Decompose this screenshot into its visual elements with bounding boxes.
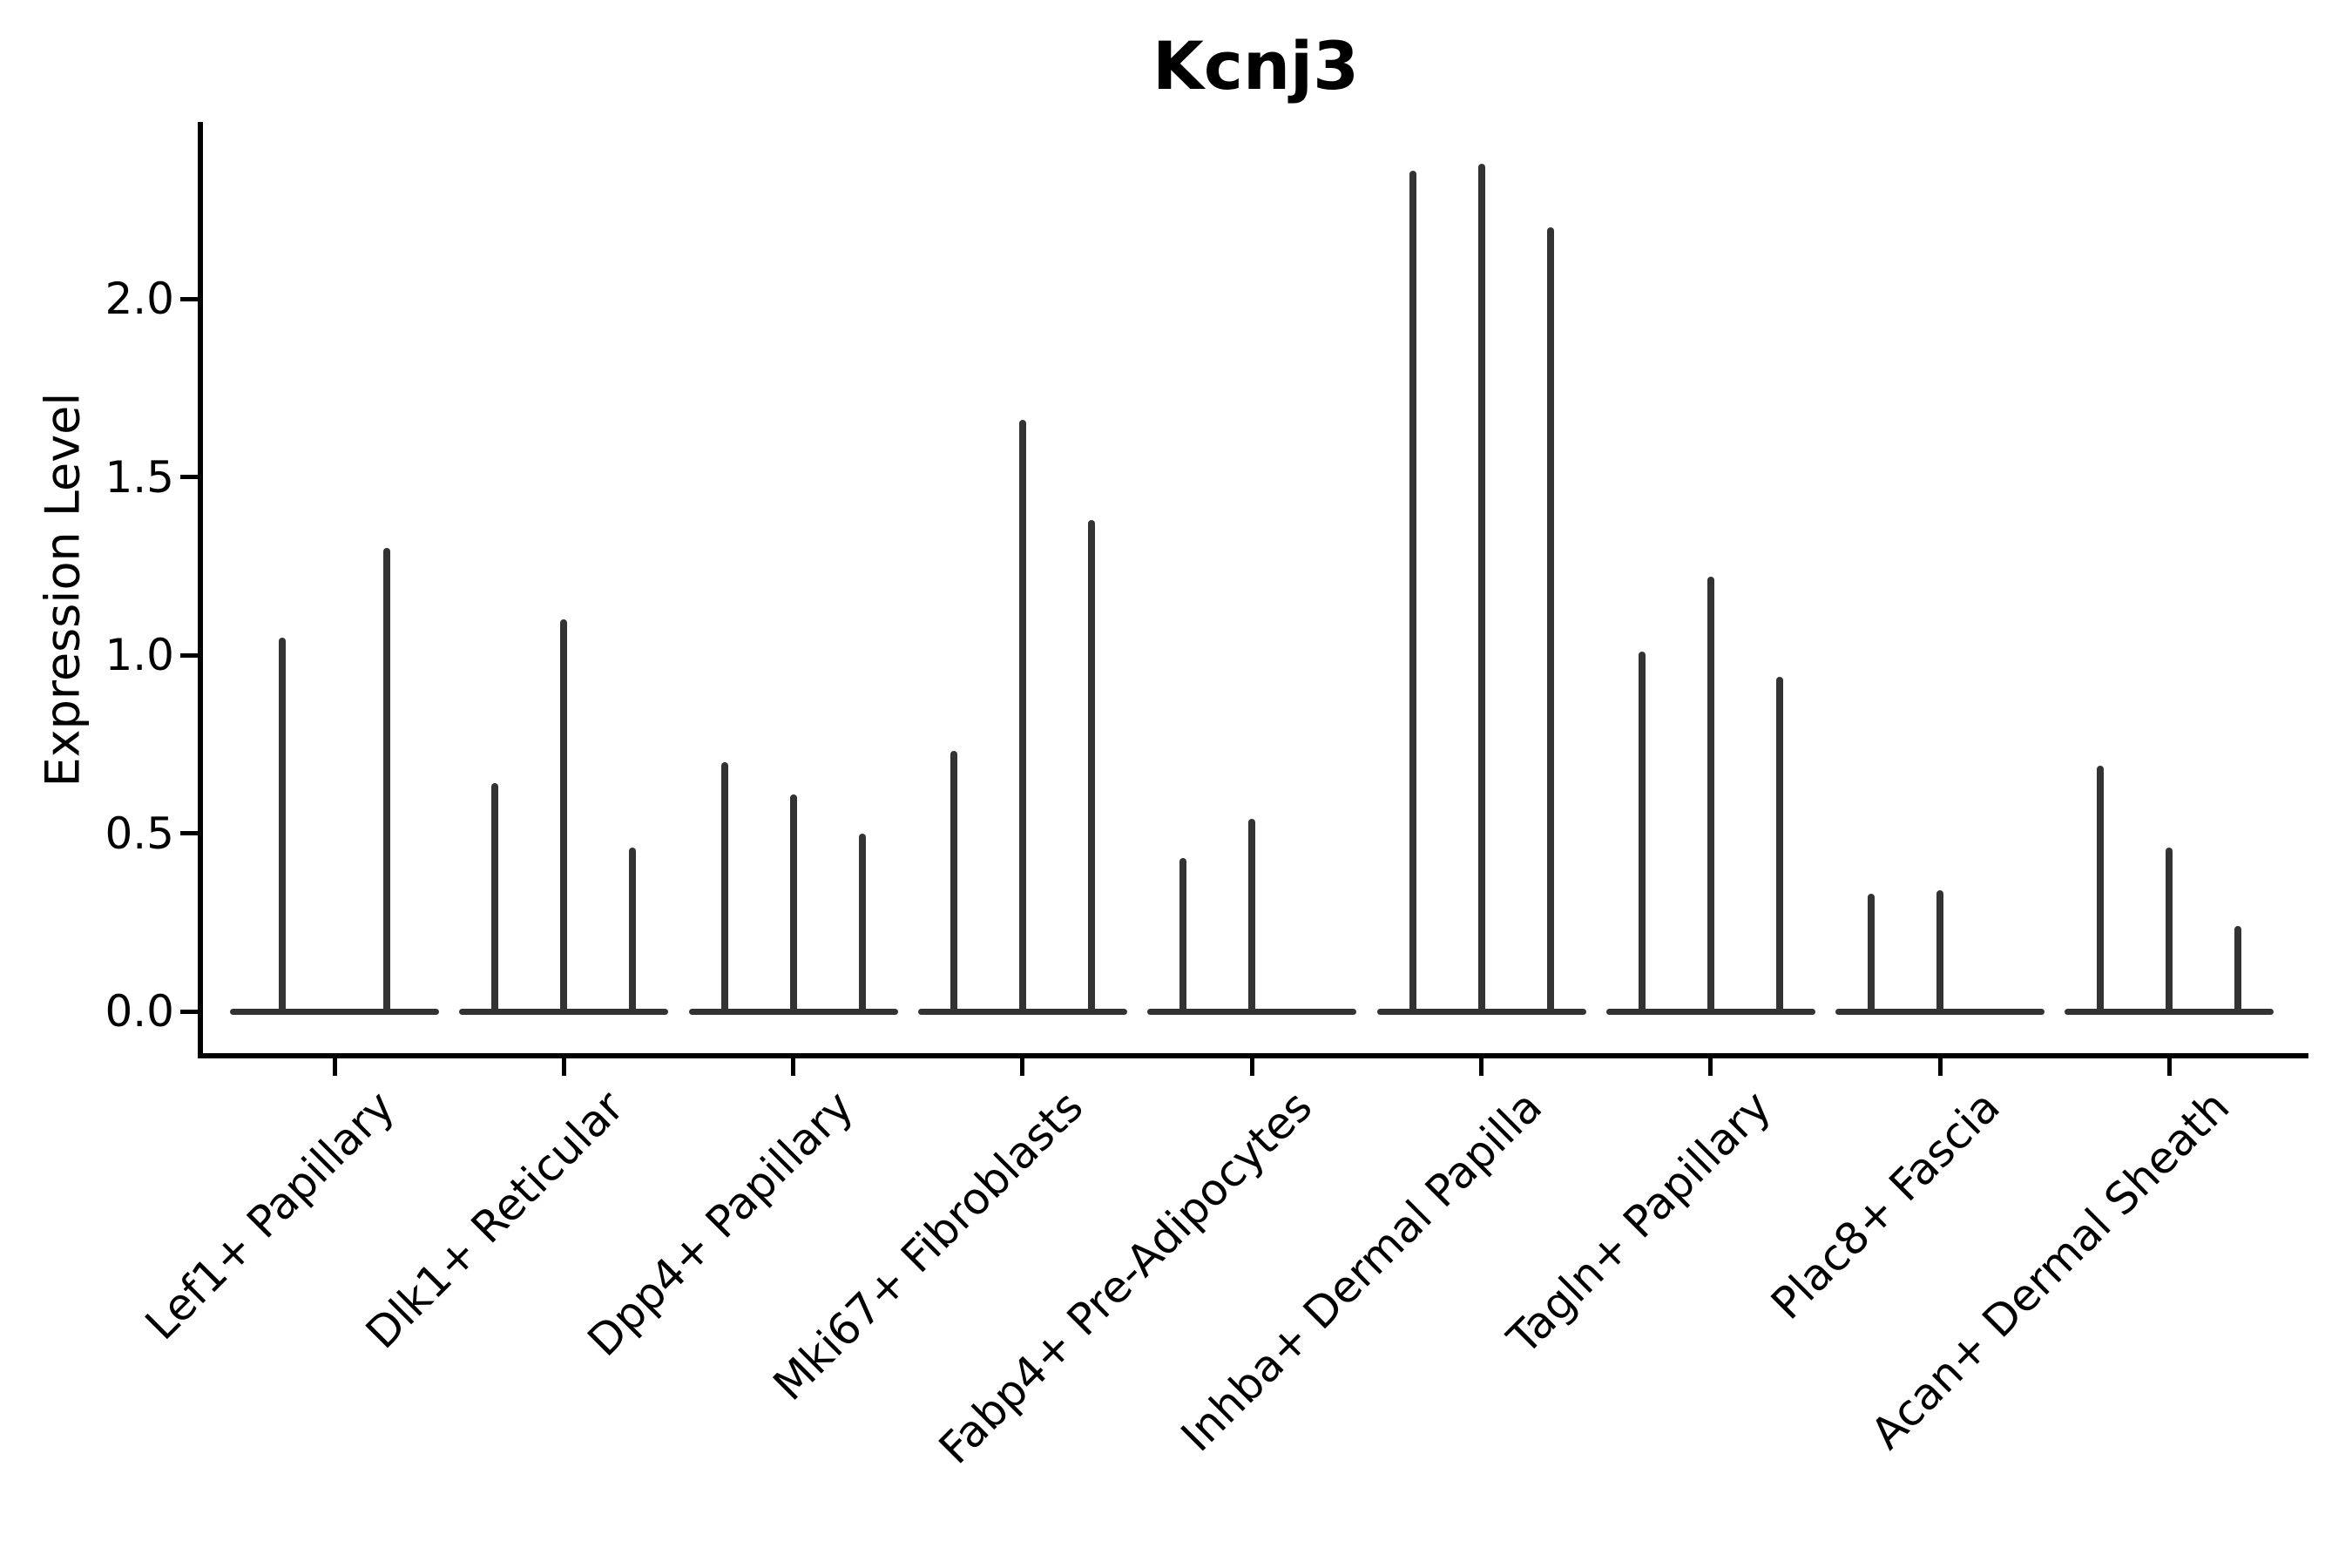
x-tick-label: Plac8+ Fascia	[1761, 1081, 2011, 1329]
violin-spike	[1707, 577, 1714, 1014]
violin-spike	[2234, 925, 2242, 1014]
x-tick-label: Dlk1+ Reticular	[356, 1081, 634, 1359]
violin-spike	[950, 751, 957, 1014]
plot-area	[198, 122, 2308, 1058]
x-tick-mark	[1937, 1058, 1943, 1076]
y-tick-label: 2.0	[105, 274, 174, 324]
violin-baseline	[230, 1008, 439, 1015]
violin-spike	[1477, 163, 1485, 1014]
y-axis-label: Expression Level	[35, 392, 91, 787]
violin-spike	[720, 761, 728, 1014]
violin-spike	[1936, 889, 1944, 1014]
violin-spike	[1018, 420, 1026, 1014]
violin-spike	[629, 847, 637, 1014]
y-tick-label: 0.5	[105, 808, 174, 859]
y-tick-label: 1.5	[105, 451, 174, 503]
violin-spike	[1775, 676, 1783, 1014]
y-tick-mark	[180, 1009, 198, 1014]
x-tick-mark	[1708, 1058, 1713, 1076]
x-tick-label: Lef1+ Papillary	[136, 1081, 405, 1350]
violin-spike	[1638, 651, 1646, 1014]
y-tick-label: 1.0	[105, 630, 174, 680]
y-tick-mark	[180, 652, 198, 658]
x-tick-mark	[1249, 1058, 1254, 1076]
violin-spike	[789, 794, 797, 1014]
violin-spike	[1546, 227, 1554, 1014]
x-tick-label: Fabp4+ Pre-Adipocytes	[929, 1081, 1322, 1474]
violin-spike	[1087, 519, 1095, 1014]
violin-spike	[279, 637, 286, 1014]
violin-spike	[2166, 847, 2173, 1014]
x-tick-mark	[1020, 1058, 1025, 1076]
y-tick-mark	[180, 296, 198, 301]
chart-title: Kcnj3	[1152, 27, 1359, 105]
y-tick-mark	[180, 831, 198, 835]
violin-spike	[858, 833, 866, 1014]
violin-spike	[1179, 858, 1187, 1014]
violin-spike	[1248, 819, 1256, 1014]
x-tick-mark	[1479, 1058, 1484, 1076]
violin-spike	[2097, 765, 2105, 1014]
violin-spike	[1409, 170, 1416, 1014]
y-tick-mark	[180, 475, 198, 479]
violin-spike	[1868, 894, 1876, 1014]
y-tick-label: 0.0	[105, 986, 174, 1037]
x-tick-mark	[332, 1058, 337, 1076]
violin-spike	[383, 548, 390, 1014]
violin-spike	[491, 783, 499, 1014]
x-tick-mark	[2166, 1058, 2172, 1076]
x-tick-mark	[561, 1058, 566, 1076]
violin-spike	[560, 619, 568, 1014]
x-tick-mark	[791, 1058, 796, 1076]
